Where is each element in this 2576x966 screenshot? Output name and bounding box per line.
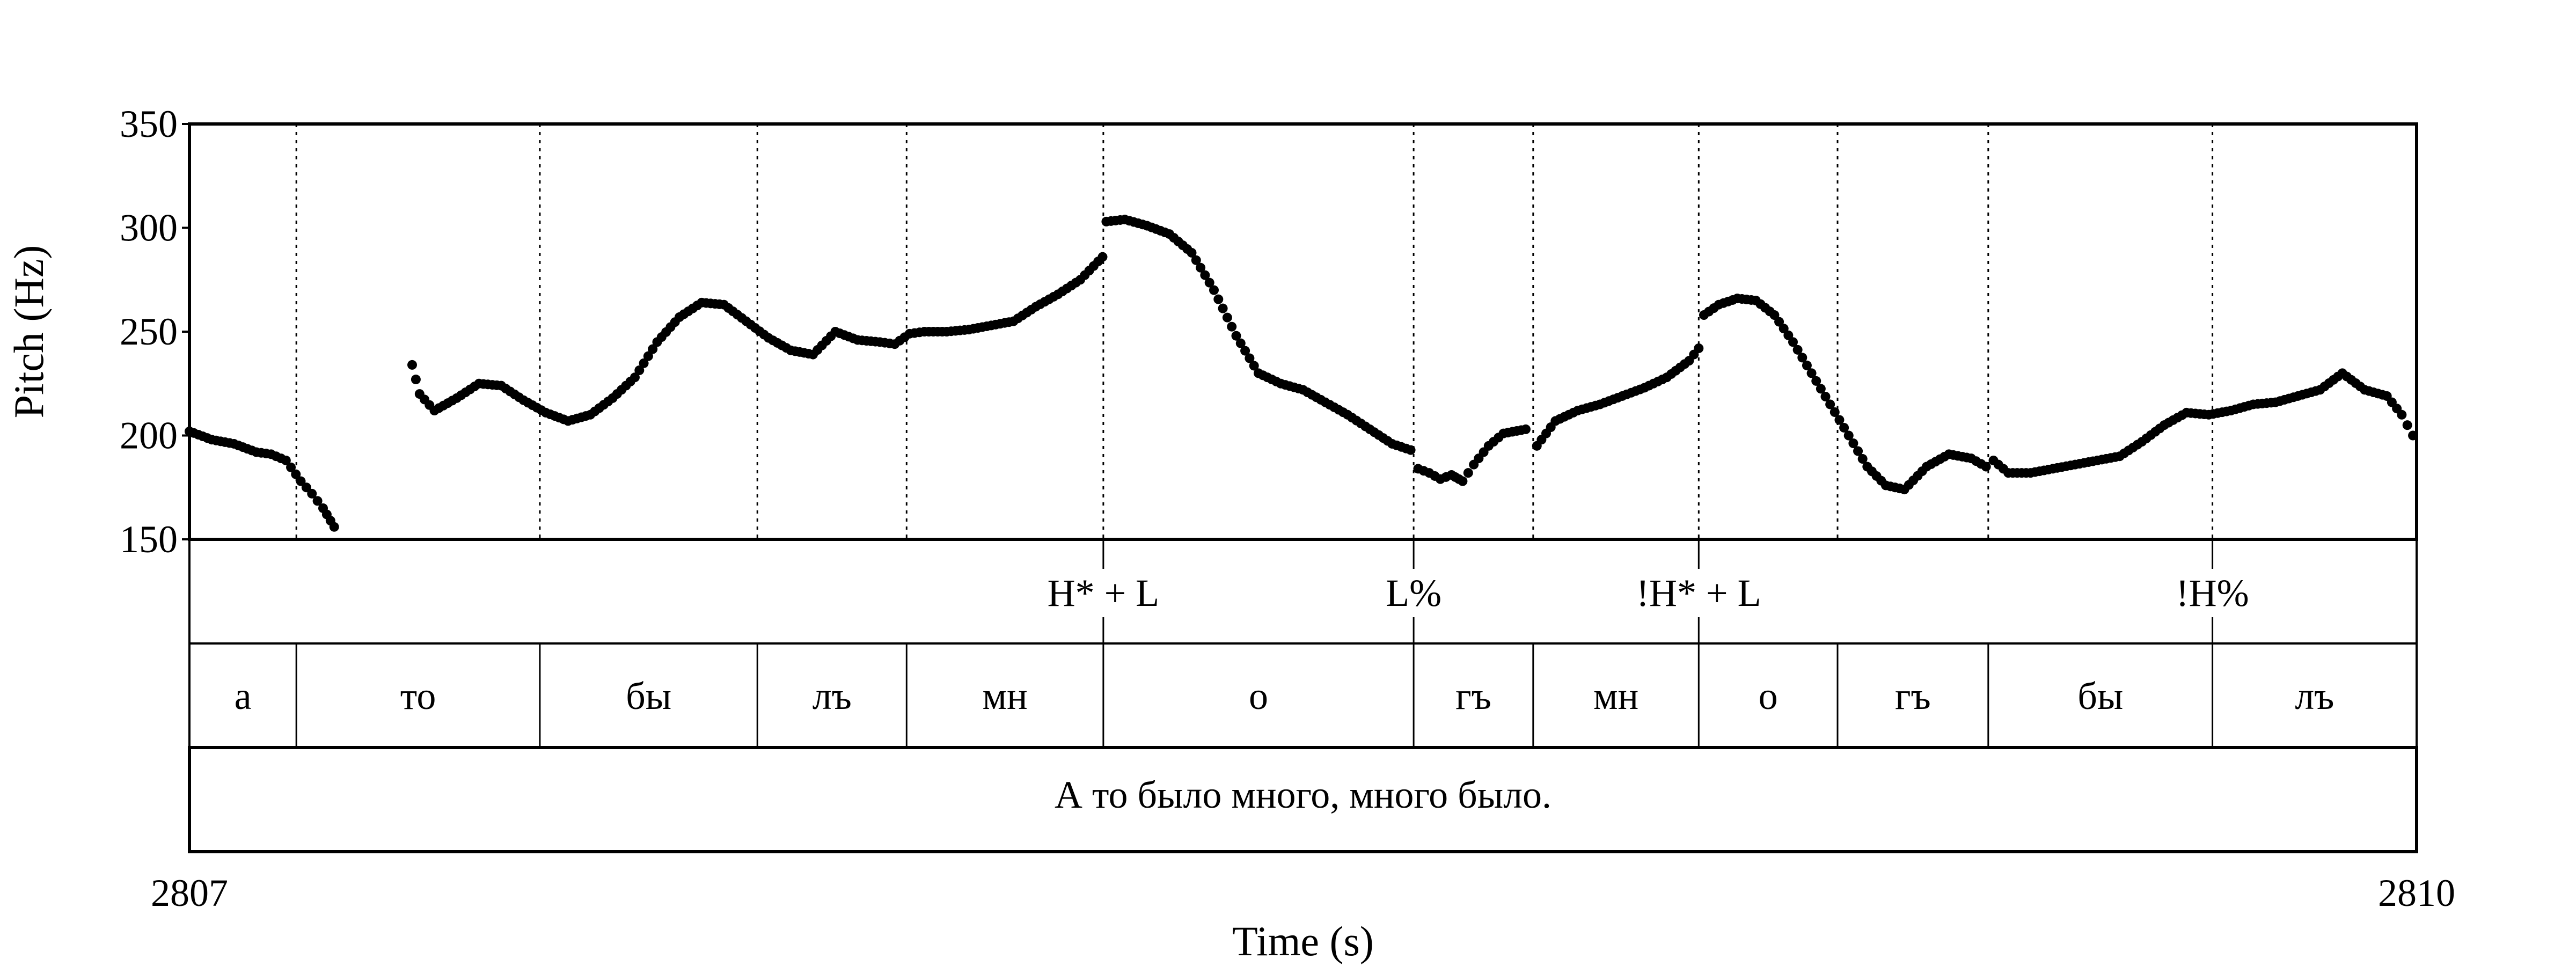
pitch-point — [1769, 310, 1780, 320]
pitch-point — [1191, 255, 1201, 265]
syllable-label: о — [1759, 675, 1778, 718]
y-axis-ticks: 350 300 250 200 150 — [120, 103, 189, 561]
pitch-point — [1694, 343, 1704, 353]
pitch-point — [1783, 330, 1794, 340]
pitch-point — [1857, 454, 1868, 464]
pitch-point — [2408, 430, 2418, 441]
pitch-point — [1816, 384, 1826, 394]
pitch-point — [648, 344, 658, 354]
pitch-point — [1213, 294, 1224, 304]
pitch-point — [329, 522, 339, 532]
y-axis-label: Pitch (Hz) — [5, 245, 52, 419]
pitch-point — [634, 365, 645, 375]
syllable-label: мн — [1593, 675, 1638, 718]
pitch-point — [407, 360, 417, 370]
y-tick-label: 300 — [120, 207, 178, 250]
pitch-point — [1097, 252, 1108, 262]
tone-label: H* + L — [1048, 572, 1160, 614]
pitch-point — [1806, 368, 1817, 378]
tone-label: !H% — [2176, 572, 2249, 614]
pitch-point — [307, 488, 317, 499]
pitch-point — [1825, 399, 1835, 409]
pitch-point — [1802, 360, 1812, 370]
pitch-point — [1204, 277, 1214, 288]
y-tick-label: 350 — [120, 103, 178, 145]
pitch-point — [1196, 262, 1206, 273]
syllable-label: мн — [983, 675, 1028, 718]
pitch-point — [296, 476, 306, 486]
pitch-point — [1463, 468, 1473, 478]
syllable-label: гъ — [1895, 675, 1931, 718]
y-tick-label: 150 — [120, 518, 178, 561]
sentence-tier-frame — [188, 746, 2418, 853]
syllable-label: бы — [626, 675, 671, 718]
syllable-label: а — [235, 675, 252, 718]
pitch-point — [1227, 321, 1237, 332]
pitch-point — [1231, 331, 1241, 341]
pitch-point — [1218, 303, 1228, 313]
x-tick-start: 2807 — [151, 872, 228, 914]
pitch-point — [1222, 312, 1232, 323]
pitch-point — [643, 351, 653, 361]
pitch-point — [1981, 462, 1991, 472]
pitch-point — [1458, 476, 1468, 486]
pitch-point — [301, 482, 311, 493]
pitch-point — [411, 375, 421, 385]
pitch-point — [2402, 420, 2412, 430]
sentence-label: А то было много, много было. — [1055, 773, 1552, 816]
pitch-point — [312, 496, 323, 506]
pitch-point — [1811, 376, 1821, 386]
pitch-point — [1521, 424, 1531, 434]
tone-label: L% — [1386, 572, 1441, 614]
pitch-point — [1853, 446, 1863, 456]
pitch-point — [1779, 324, 1789, 334]
tone-tier-frame — [188, 538, 2418, 645]
pitch-panel-frame — [188, 122, 2418, 541]
pitch-point — [1406, 445, 1416, 455]
pitch-point — [1788, 337, 1798, 347]
pitch-point — [1848, 438, 1858, 449]
pitch-point — [286, 462, 296, 472]
x-tick-end: 2810 — [2378, 872, 2455, 914]
pitch-point — [1209, 285, 1219, 295]
pitch-point — [1245, 353, 1255, 363]
pitch-point — [1843, 430, 1854, 441]
pitch-point — [1235, 338, 1246, 348]
syllable-label: гъ — [1455, 675, 1491, 718]
boundary-lines — [295, 124, 2214, 748]
pitch-point — [1792, 345, 1803, 355]
pitch-point — [1797, 353, 1807, 363]
pitch-point — [1839, 422, 1849, 433]
pitch-point — [291, 469, 301, 479]
syllable-label: о — [1249, 675, 1268, 718]
pitch-point — [1834, 415, 1845, 425]
pitch-point — [1200, 270, 1210, 280]
syllable-labels: а то бы лъ мн о гъ мн о гъ бы лъ — [235, 675, 2334, 718]
y-tick-label: 200 — [120, 414, 178, 457]
pitch-point — [1249, 361, 1259, 371]
syllable-label: бы — [2077, 675, 2123, 718]
pitch-point — [1240, 346, 1250, 356]
pitch-point — [1820, 391, 1831, 401]
pitch-points — [185, 215, 2418, 532]
y-tick-label: 250 — [120, 310, 178, 353]
pitch-point — [639, 358, 649, 368]
tone-labels: H* + L L% !H* + L !H% — [1048, 572, 2249, 614]
syllable-label: лъ — [2295, 675, 2334, 718]
x-axis-label: Time (s) — [1232, 918, 1374, 964]
pitch-point — [281, 455, 291, 465]
tone-label: !H* + L — [1636, 572, 1761, 614]
pitch-point — [630, 372, 640, 383]
pitch-point — [1187, 247, 1197, 258]
syllable-label: то — [400, 675, 436, 718]
pitch-point — [1829, 407, 1840, 417]
pitch-point — [2397, 409, 2407, 420]
syllable-label: лъ — [813, 675, 852, 718]
pitch-point — [1774, 317, 1784, 327]
